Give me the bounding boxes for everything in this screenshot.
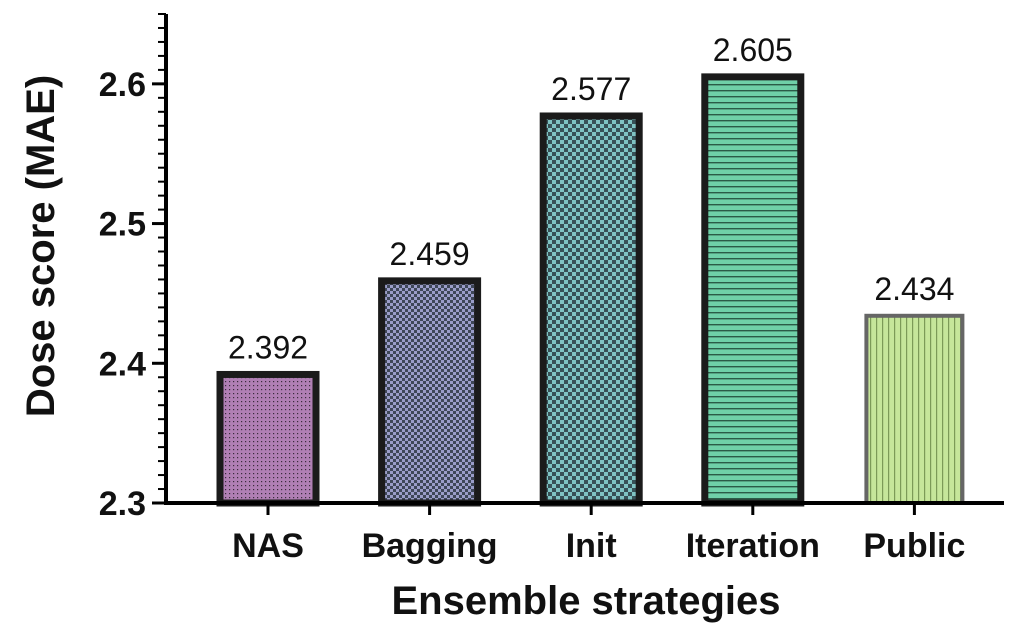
labels-layer: 2.392 NAS 2.459 Bagging 2.577 Init 2.605 Iterat…: [228, 32, 965, 565]
bars-layer: [216, 73, 965, 507]
value-label: 2.392: [228, 329, 308, 365]
y-tick-label: 2.4: [99, 345, 146, 383]
y-tick-label: 2.5: [99, 206, 146, 244]
x-tick-label: NAS: [232, 527, 304, 565]
bar-nas: [216, 370, 320, 507]
bar-init: [539, 112, 643, 507]
value-label: 2.605: [713, 32, 793, 68]
y-axis-title: Dose score (MAE): [19, 75, 63, 417]
x-tick-label: Public: [863, 527, 965, 565]
y-tick-label: 2.3: [99, 485, 146, 523]
value-label: 2.459: [390, 236, 470, 272]
x-tick-label: Init: [566, 527, 617, 565]
y-tick-label: 2.6: [99, 66, 146, 104]
x-tick-label: Bagging: [362, 527, 498, 565]
bar-iteration: [701, 73, 805, 507]
bar-bagging: [378, 277, 482, 507]
x-axis-title: Ensemble strategies: [391, 579, 780, 623]
axes-layer: 2.3 2.4 2.5 2.6: [99, 13, 1004, 523]
value-label: 2.434: [874, 271, 954, 307]
value-label: 2.577: [551, 71, 631, 107]
bar-public: [864, 313, 965, 506]
x-tick-label: Iteration: [686, 527, 820, 565]
